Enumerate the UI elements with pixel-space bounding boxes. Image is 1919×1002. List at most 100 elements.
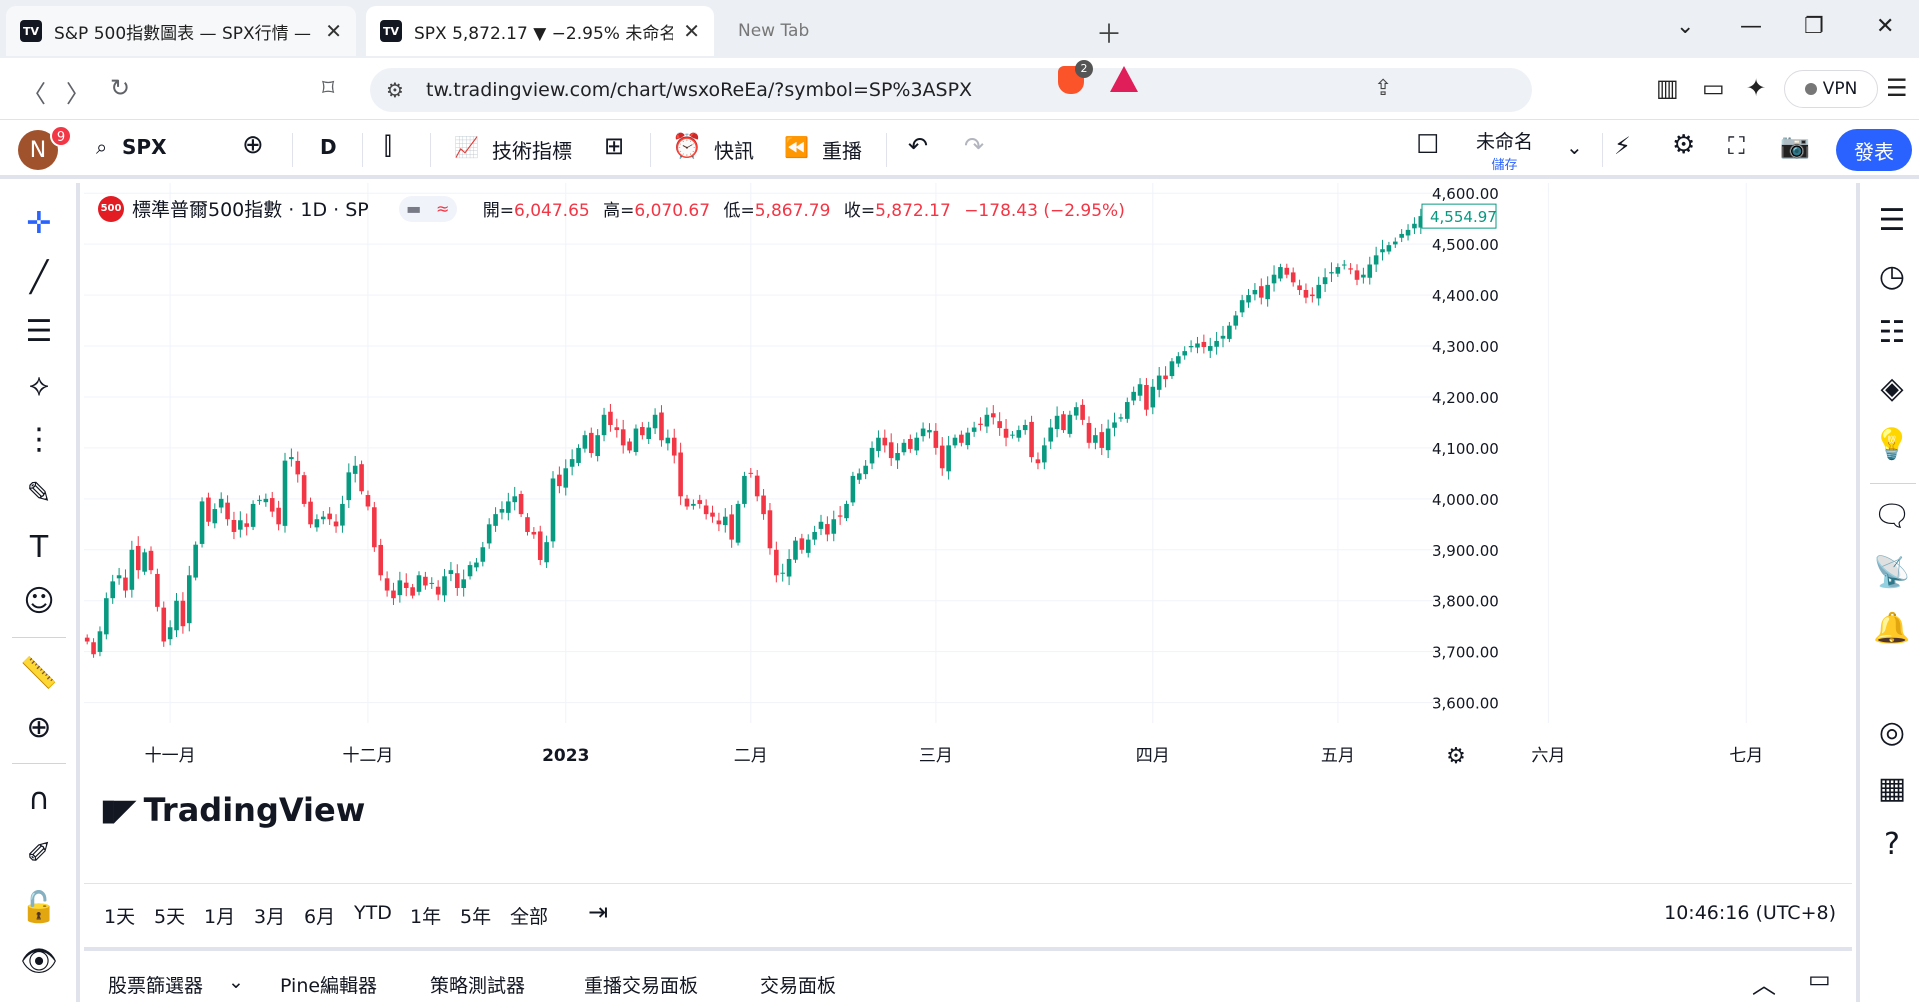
go-to-date-icon[interactable]: ⇥ [588, 898, 609, 926]
chat-icon[interactable]: 🗨 [1872, 499, 1912, 534]
crosshair-cursor-icon[interactable]: ✛ [26, 206, 52, 241]
indicators-button[interactable]: 技術指標 [492, 139, 572, 163]
alert-button[interactable]: 快訊 [714, 139, 754, 163]
restore-window-icon[interactable]: ❐ [1804, 14, 1824, 39]
streams-icon[interactable]: 📡 [1873, 555, 1911, 590]
layout-menu-chevron-icon[interactable]: ⌄ [1566, 135, 1583, 159]
candle-body [984, 414, 990, 427]
forecast-measure-icon[interactable]: ⋮ [24, 422, 54, 457]
forward-icon[interactable]: 〉 [66, 80, 90, 108]
replay-icon[interactable]: ⏪ [784, 135, 809, 159]
indicators-icon[interactable]: 📈 [454, 135, 479, 159]
help-icon[interactable]: ? [1884, 827, 1900, 862]
redo-icon[interactable]: ↷ [964, 132, 985, 160]
emoji-icon[interactable]: ☺ [23, 584, 55, 619]
range-1d[interactable]: 1天 [104, 906, 136, 928]
settings-gear-icon[interactable]: ⚙ [1672, 130, 1696, 160]
text-tool-icon[interactable]: T [29, 530, 49, 565]
ideas-bulb-icon[interactable]: 💡 [1873, 427, 1911, 462]
close-window-icon[interactable]: ✕ [1876, 14, 1895, 39]
close-tab-icon[interactable]: ✕ [683, 19, 700, 43]
candle-body [1163, 375, 1168, 380]
range-all[interactable]: 全部 [510, 906, 549, 928]
watchlist-icon[interactable]: ☰ [1878, 203, 1906, 238]
fullscreen-icon[interactable]: ⛶ [1728, 132, 1745, 160]
range-1y[interactable]: 1年 [410, 906, 442, 928]
sidebar-toggle-icon[interactable]: ▥ [1656, 74, 1679, 102]
brush-icon[interactable]: ✎ [26, 476, 52, 511]
timezone-clock[interactable]: 10:46:16 (UTC+8) [1664, 902, 1836, 924]
close-tab-icon[interactable]: ✕ [325, 19, 342, 43]
browser-tab-3[interactable]: New Tab [724, 6, 1074, 56]
lock-drawings-icon[interactable]: 🔓 [20, 890, 58, 925]
alert-clock-icon[interactable]: ⏰ [672, 132, 702, 160]
browser-tab-2-active[interactable]: TV SPX 5,872.17 ▼ −2.95% 未命名 ✕ [366, 6, 714, 56]
compare-add-symbol-icon[interactable]: ⊕ [242, 130, 264, 160]
trend-line-icon[interactable]: ╱ [29, 260, 49, 295]
wallet-icon[interactable]: ▭ [1702, 74, 1725, 102]
candle-body [640, 427, 645, 436]
url-omnibox[interactable]: ⚙ tw.tradingview.com/chart/wsxoReEa/?sym… [370, 68, 1532, 112]
tab-pine-editor[interactable]: Pine編輯器 [280, 975, 378, 997]
tradingview-watermark[interactable]: ▮◤ TradingView [100, 791, 365, 829]
magnet-icon[interactable]: ∩ [28, 782, 50, 817]
legend-title[interactable]: 標準普爾500指數 · 1D · SP [132, 199, 369, 221]
bookmark-icon[interactable]: ⌑ [322, 74, 335, 102]
chart-type-candles-icon[interactable]: ⫿ [384, 132, 392, 160]
zoom-in-icon[interactable]: ⊕ [26, 710, 52, 745]
symbol-search-button[interactable]: SPX [122, 135, 167, 159]
layers-icon[interactable]: ◈ [1880, 371, 1904, 406]
ruler-measure-icon[interactable]: 📏 [20, 656, 58, 691]
range-5y[interactable]: 5年 [460, 906, 492, 928]
quick-search-icon[interactable]: ⚡ [1614, 132, 1631, 160]
price-chart[interactable]: 4,600.00 4,500.00 4,400.00 4,300.00 4,200.00… [84, 183, 1852, 883]
symbol-search-icon[interactable]: ⌕ [96, 135, 108, 159]
minimize-icon[interactable]: — [1740, 14, 1762, 39]
menu-hamburger-icon[interactable]: ☰ [1886, 74, 1908, 102]
chart-pane[interactable]: 4,600.00 4,500.00 4,400.00 4,300.00 4,200.00… [84, 183, 1852, 883]
snapshot-camera-icon[interactable]: 📷 [1780, 132, 1810, 160]
calendar-icon[interactable]: ▦ [1877, 771, 1907, 806]
range-6m[interactable]: 6月 [304, 906, 336, 928]
replay-button[interactable]: 重播 [822, 139, 862, 163]
new-tab-plus-icon[interactable]: ＋ [1096, 20, 1123, 50]
tab-replay-trading[interactable]: 重播交易面板 [584, 975, 699, 997]
reload-icon[interactable]: ↻ [110, 74, 131, 102]
hide-drawings-eye-icon[interactable]: 👁 [19, 944, 59, 979]
brave-rewards-icon[interactable] [1110, 66, 1138, 92]
range-3m[interactable]: 3月 [254, 906, 286, 928]
tab-trading-panel[interactable]: 交易面板 [760, 975, 837, 997]
screener-chevron-icon[interactable]: ⌄ [228, 971, 244, 993]
layout-select-icon[interactable]: ☐ [1416, 130, 1440, 160]
range-1m[interactable]: 1月 [204, 906, 236, 928]
vpn-button[interactable]: VPN [1784, 70, 1878, 108]
fib-retracement-icon[interactable]: ☰ [25, 314, 53, 349]
notifications-bell-icon[interactable]: 🔔 [1873, 611, 1911, 646]
collapse-panel-chevron-icon[interactable]: ︿ [1752, 971, 1776, 999]
x-tick-label: 三月 [919, 746, 953, 766]
back-icon[interactable]: 〈 [22, 80, 46, 108]
alerts-clock-icon[interactable]: ◷ [1878, 259, 1906, 294]
leo-ai-icon[interactable]: ✦ [1746, 74, 1767, 102]
range-ytd[interactable]: YTD [354, 902, 392, 924]
tab-strategy-tester[interactable]: 策略測試器 [430, 975, 526, 997]
maximize-panel-icon[interactable]: ▭ [1808, 965, 1831, 993]
url-text[interactable]: tw.tradingview.com/chart/wsxoReEa/?symbo… [426, 79, 973, 101]
range-5d[interactable]: 5天 [154, 906, 186, 928]
pattern-tool-icon[interactable]: ⟡ [29, 368, 49, 403]
layout-name-button[interactable]: 未命名 儲存 [1476, 127, 1533, 173]
signals-target-icon[interactable]: ◎ [1878, 715, 1906, 750]
publish-button[interactable]: 發表 [1836, 129, 1912, 171]
candle-body [104, 598, 109, 635]
browser-tab-1[interactable]: TV S&P 500指數圖表 — SPX行情 — ✕ [6, 6, 356, 56]
keep-drawing-pencil-icon[interactable]: ✐ [26, 836, 52, 871]
tab-search-chevron-icon[interactable]: ⌄ [1676, 14, 1695, 39]
interval-button[interactable]: D [320, 135, 337, 159]
legend-toggle-pill[interactable]: ▬ ≈ [398, 195, 457, 222]
undo-icon[interactable]: ↶ [908, 132, 929, 160]
tab-stock-screener[interactable]: 股票篩選器 [108, 975, 204, 997]
share-icon[interactable]: ⇪ [1374, 76, 1393, 101]
site-settings-icon[interactable]: ⚙ [386, 78, 404, 102]
templates-grid-icon[interactable]: ⊞ [604, 132, 625, 160]
add-list-icon[interactable]: ☷ [1878, 315, 1906, 350]
